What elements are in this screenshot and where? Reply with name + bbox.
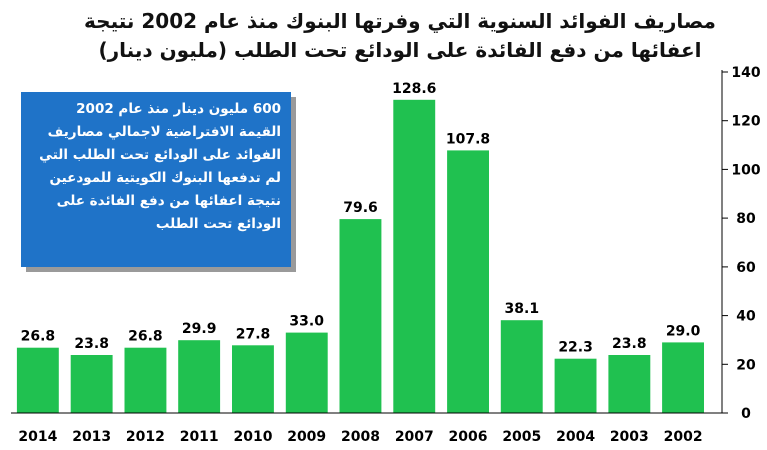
data-label-2006: 107.8	[446, 131, 490, 147]
data-label-2012: 26.8	[128, 329, 163, 345]
bar-2003	[608, 355, 651, 413]
x-tick-label-2006: 2006	[449, 429, 488, 445]
bar-2014	[16, 347, 59, 413]
y-tick-label-20: 20	[736, 357, 756, 373]
callout-line: الفوائد على الودائع تحت الطلب التي	[39, 147, 281, 163]
y-tick-label-140: 140	[731, 65, 760, 81]
data-label-2013: 23.8	[74, 336, 109, 352]
data-label-2005: 38.1	[505, 301, 540, 317]
y-tick-label-60: 60	[736, 260, 756, 276]
y-tick-label-40: 40	[736, 309, 756, 325]
bar-2010	[232, 345, 274, 413]
x-tick-label-2004: 2004	[556, 429, 595, 445]
y-tick-label-100: 100	[731, 162, 760, 178]
x-tick-label-2014: 2014	[18, 429, 57, 445]
x-tick-label-2011: 2011	[180, 429, 219, 445]
bar-2005	[500, 320, 543, 413]
callout-line: نتيجة اعفائها من دفع الفائدة على	[56, 193, 281, 209]
x-tick-label-2005: 2005	[502, 429, 541, 445]
y-tick-label-120: 120	[731, 114, 760, 130]
data-label-2007: 128.6	[392, 81, 436, 97]
callout-line: الودائع تحت الطلب	[155, 216, 281, 232]
bar-2011	[178, 340, 221, 413]
data-label-2002: 29.0	[666, 323, 701, 339]
x-tick-label-2009: 2009	[287, 429, 326, 445]
data-label-2004: 22.3	[558, 340, 593, 356]
data-label-2003: 23.8	[612, 336, 647, 352]
bar-2007	[393, 99, 436, 414]
bar-2006	[447, 150, 489, 413]
bar-2009	[285, 332, 328, 413]
bar-2012	[124, 347, 167, 413]
callout-box: 600 مليون دينار منذ عام 2002 القيمة الاف…	[21, 92, 291, 267]
data-label-2011: 29.9	[182, 321, 217, 337]
data-label-2008: 79.6	[343, 200, 378, 216]
bar-2008	[339, 219, 382, 413]
x-tick-label-2007: 2007	[395, 429, 434, 445]
callout-line: القيمة الافتراضية لاجمالي مصاريف	[47, 124, 281, 140]
callout-line: لم تدفعها البنوك الكويتية للمودعين	[49, 170, 281, 186]
y-tick-label-80: 80	[736, 211, 756, 227]
chart-title-line2: اعفائها من دفع الفائدة على الودائع تحت ا…	[98, 38, 702, 62]
x-tick-label-2013: 2013	[72, 429, 111, 445]
y-tick-label-0: 0	[741, 406, 751, 422]
x-tick-label-2003: 2003	[610, 429, 649, 445]
x-tick-label-2012: 2012	[126, 429, 165, 445]
x-tick-label-2010: 2010	[234, 429, 273, 445]
data-label-2009: 33.0	[289, 314, 324, 330]
data-label-2010: 27.8	[236, 326, 271, 342]
x-tick-label-2008: 2008	[341, 429, 380, 445]
x-tick-label-2002: 2002	[664, 429, 703, 445]
bar-2002	[662, 342, 704, 413]
data-label-2014: 26.8	[21, 329, 56, 345]
chart-title-line1: مصاريف الفوائد السنوية التي وفرتها البنو…	[84, 9, 716, 33]
callout-line: 600 مليون دينار منذ عام 2002	[76, 101, 281, 117]
bar-2013	[70, 355, 113, 413]
bar-2004	[554, 358, 597, 413]
